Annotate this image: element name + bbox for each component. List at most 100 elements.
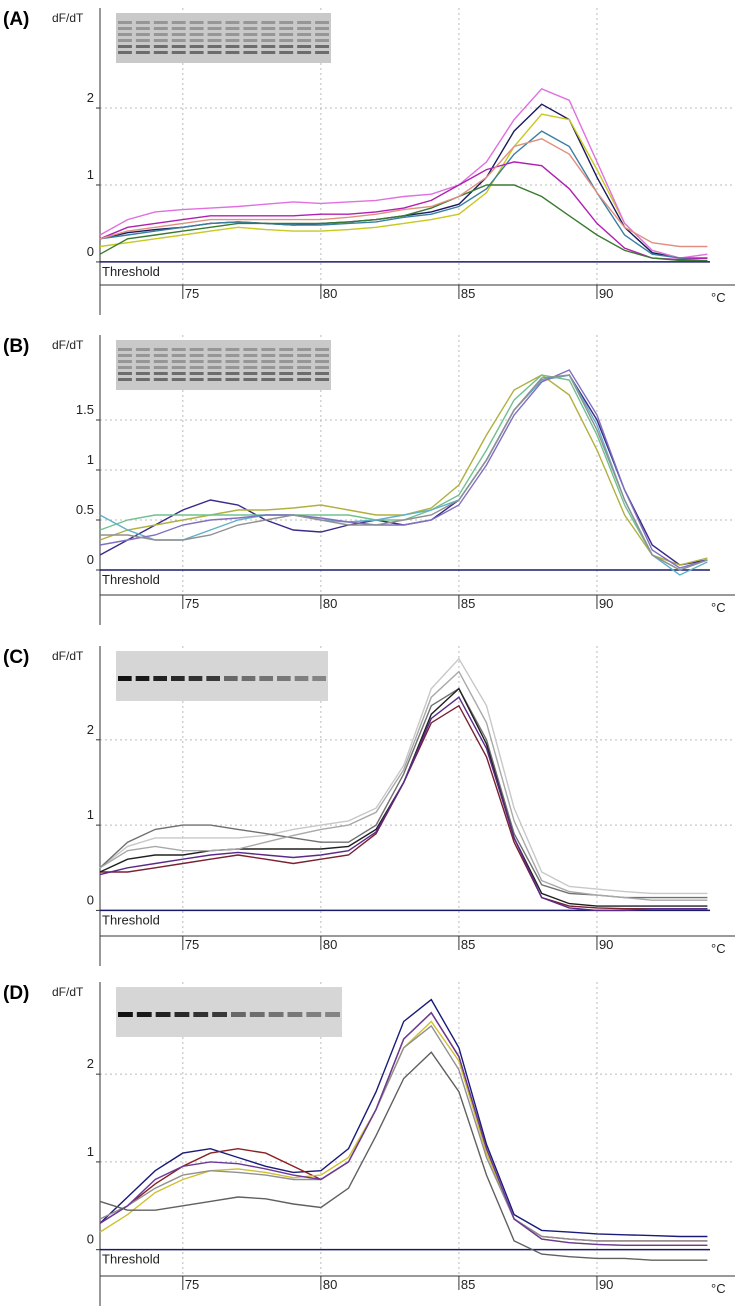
gel-band bbox=[118, 348, 132, 351]
gel-band bbox=[297, 45, 312, 48]
gel-band bbox=[279, 372, 294, 375]
gel-band bbox=[171, 676, 185, 681]
y-tick-label: 0 bbox=[87, 1232, 94, 1247]
melt-curve bbox=[99, 1011, 708, 1246]
melt-curve bbox=[99, 103, 708, 259]
gel-band bbox=[189, 366, 204, 369]
melt-curve bbox=[99, 374, 708, 571]
gel-band bbox=[279, 360, 294, 363]
panel-label: (A) bbox=[3, 9, 29, 30]
gel-band bbox=[225, 27, 240, 30]
y-tick-label: 0 bbox=[87, 892, 94, 907]
gel-band bbox=[135, 51, 150, 54]
y-tick-label: 1 bbox=[87, 452, 94, 467]
gel-band bbox=[171, 51, 186, 54]
gel-band bbox=[225, 378, 240, 381]
gel-band bbox=[118, 378, 132, 381]
melt-curve bbox=[100, 704, 708, 910]
melt-curve bbox=[99, 1024, 708, 1242]
y-tick-label: 2 bbox=[87, 90, 94, 105]
gel-band bbox=[315, 45, 329, 48]
melt-curve bbox=[99, 130, 708, 259]
y-tick-label: 2 bbox=[87, 722, 94, 737]
gel-band bbox=[189, 39, 204, 42]
x-axis-label: °C bbox=[711, 941, 726, 956]
gel-band bbox=[243, 378, 258, 381]
gel-band bbox=[135, 39, 150, 42]
gel-band bbox=[118, 33, 132, 36]
gel-band bbox=[153, 676, 167, 681]
y-tick-label: 1 bbox=[87, 1144, 94, 1159]
gel-band bbox=[261, 378, 276, 381]
x-tick-label: 85 bbox=[461, 937, 475, 952]
gel-band bbox=[259, 676, 273, 681]
y-axis-label: dF/dT bbox=[52, 11, 84, 25]
gel-band bbox=[225, 366, 240, 369]
y-tick-label: 0 bbox=[87, 552, 94, 567]
gel-band bbox=[315, 21, 329, 24]
gel-band bbox=[189, 354, 204, 357]
gel-band bbox=[243, 348, 258, 351]
gel-band bbox=[241, 676, 256, 681]
gel-band bbox=[189, 360, 204, 363]
gel-band bbox=[261, 45, 276, 48]
x-tick-label: 85 bbox=[461, 1277, 475, 1292]
panel: 75 80 85 90 0 0.5 1 1.5 Threshold (B) dF/dT °C bbox=[3, 335, 735, 625]
gel-band bbox=[135, 348, 150, 351]
gel-band bbox=[225, 39, 240, 42]
gel-band bbox=[207, 378, 222, 381]
y-axis-label: dF/dT bbox=[52, 338, 84, 352]
gel-band bbox=[189, 348, 204, 351]
gel-band bbox=[155, 1012, 171, 1017]
gel-image bbox=[116, 340, 331, 390]
gel-band bbox=[297, 51, 312, 54]
gel-band bbox=[225, 354, 240, 357]
x-axis-label: °C bbox=[711, 290, 726, 305]
x-tick-label: 80 bbox=[323, 596, 337, 611]
gel-band bbox=[118, 366, 132, 369]
gel-band bbox=[268, 1012, 284, 1017]
gel-band bbox=[315, 354, 329, 357]
x-tick-label: 75 bbox=[185, 937, 199, 952]
gel-band bbox=[189, 33, 204, 36]
melt-curve bbox=[99, 138, 708, 248]
x-tick-label: 85 bbox=[461, 596, 475, 611]
x-tick-label: 90 bbox=[599, 1277, 613, 1292]
gel-band bbox=[297, 21, 312, 24]
gel-band bbox=[294, 676, 309, 681]
panel-label: (C) bbox=[3, 647, 29, 668]
melt-curve bbox=[99, 374, 708, 576]
gel-band bbox=[315, 378, 329, 381]
gel-band bbox=[135, 372, 150, 375]
gel-band bbox=[261, 21, 276, 24]
gel-band bbox=[153, 372, 168, 375]
x-axis-label: °C bbox=[711, 600, 726, 615]
gel-band bbox=[212, 1012, 227, 1017]
x-tick-label: 80 bbox=[323, 1277, 337, 1292]
gel-band bbox=[135, 676, 150, 681]
gel-band bbox=[171, 378, 186, 381]
x-tick-label: 90 bbox=[599, 937, 613, 952]
gel-band bbox=[279, 378, 294, 381]
gel-band bbox=[261, 51, 276, 54]
gel-band bbox=[135, 27, 150, 30]
gel-band bbox=[243, 33, 258, 36]
gel-image bbox=[116, 13, 331, 63]
gel-band bbox=[171, 348, 186, 351]
gel-band bbox=[315, 366, 329, 369]
y-tick-label: 0.5 bbox=[76, 502, 94, 517]
gel-band bbox=[171, 39, 186, 42]
gel-band bbox=[171, 354, 186, 357]
gel-band bbox=[193, 1012, 209, 1017]
gel-band bbox=[315, 27, 329, 30]
gel-band bbox=[312, 676, 326, 681]
gel-band bbox=[153, 21, 168, 24]
gel-band bbox=[279, 366, 294, 369]
panel: 75 80 85 90 0 1 2 Threshold (C) dF/dT °C bbox=[3, 646, 735, 966]
gel-band bbox=[135, 378, 150, 381]
panel-label: (B) bbox=[3, 336, 29, 357]
gel-band bbox=[207, 21, 222, 24]
melt-curve bbox=[99, 670, 708, 901]
gel-band bbox=[207, 39, 222, 42]
gel-band bbox=[188, 676, 203, 681]
